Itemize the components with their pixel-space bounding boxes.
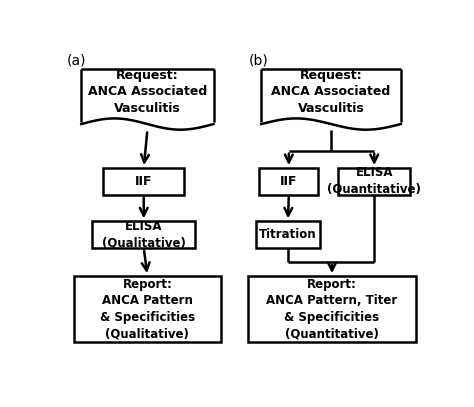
Text: Titration: Titration — [259, 228, 317, 241]
Polygon shape — [261, 69, 401, 130]
Text: IIF: IIF — [280, 175, 298, 188]
FancyBboxPatch shape — [338, 168, 410, 195]
Text: IIF: IIF — [135, 175, 153, 188]
FancyBboxPatch shape — [248, 276, 416, 342]
FancyBboxPatch shape — [259, 168, 318, 195]
FancyBboxPatch shape — [92, 221, 195, 248]
FancyBboxPatch shape — [74, 276, 221, 342]
Text: (b): (b) — [248, 54, 268, 68]
Text: Request:
ANCA Associated
Vasculitis: Request: ANCA Associated Vasculitis — [88, 69, 207, 115]
Text: ELISA
(Qualitative): ELISA (Qualitative) — [102, 220, 186, 249]
Text: Request:
ANCA Associated
Vasculitis: Request: ANCA Associated Vasculitis — [272, 69, 391, 115]
FancyBboxPatch shape — [256, 221, 320, 248]
Text: Report:
ANCA Pattern, Titer
& Specificities
(Quantitative): Report: ANCA Pattern, Titer & Specificit… — [266, 278, 398, 340]
Text: (a): (a) — [66, 54, 86, 68]
Polygon shape — [82, 69, 213, 130]
Text: ELISA
(Quantitative): ELISA (Quantitative) — [328, 166, 421, 196]
Text: Report:
ANCA Pattern
& Specificities
(Qualitative): Report: ANCA Pattern & Specificities (Qu… — [100, 278, 195, 340]
FancyBboxPatch shape — [103, 168, 184, 195]
